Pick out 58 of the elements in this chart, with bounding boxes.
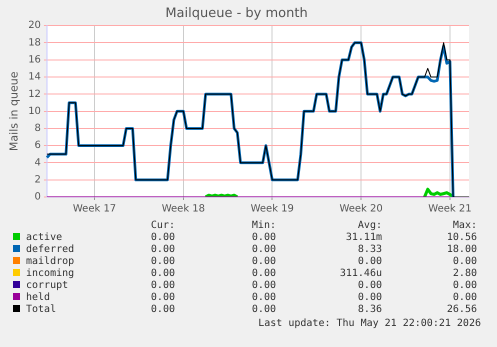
text: Last update: Thu May 21 22:00:21 2026 — [258, 318, 481, 330]
text: 8.36 — [356, 304, 382, 316]
x-tick-label: Week 21 — [428, 204, 472, 215]
text: 0.00 — [356, 256, 382, 268]
text: 18.00 — [446, 244, 477, 256]
text: 0.00 — [250, 256, 276, 268]
text: 8.33 — [356, 244, 382, 256]
legend-label: corrupt — [26, 280, 68, 291]
text: 10.56 — [446, 232, 477, 244]
text: 0.00 — [452, 292, 477, 304]
legend-label: Total — [26, 304, 56, 315]
text: 0.00 — [356, 292, 382, 304]
y-tick-label: 6 — [34, 140, 41, 152]
text: 0.00 — [356, 280, 382, 292]
text: 0.00 — [150, 256, 175, 268]
text: 0.00 — [250, 232, 276, 244]
text: 0.00 — [250, 292, 276, 304]
text: Max: — [452, 220, 477, 232]
x-tick-label: Week 17 — [72, 204, 116, 215]
legend-label: incoming — [26, 268, 74, 279]
legend-label: active — [26, 232, 62, 243]
y-tick-label: 12 — [28, 88, 41, 100]
x-tick-label: Week 20 — [339, 204, 383, 215]
text: 0.00 — [150, 304, 175, 316]
text: Min: — [250, 220, 276, 232]
legend-label: maildrop — [26, 256, 74, 267]
text: 0.00 — [150, 292, 175, 304]
y-tick-label: 10 — [28, 106, 41, 117]
text: 311.46u — [338, 268, 382, 280]
text: 31.11m — [344, 232, 382, 244]
text: 0.00 — [250, 280, 276, 292]
text: 0.00 — [250, 268, 276, 280]
y-tick-label: 20 — [28, 20, 41, 32]
text: 0.00 — [452, 256, 477, 268]
text: 0.00 — [452, 280, 477, 292]
y-axis-title: Mails in queue — [7, 71, 20, 152]
y-tick-label: 2 — [34, 174, 41, 186]
y-tick-label: 14 — [28, 72, 41, 83]
x-tick-label: Week 19 — [250, 204, 294, 215]
text: 0.00 — [150, 280, 175, 292]
text: Cur: — [150, 220, 175, 232]
y-tick-label: 18 — [28, 37, 41, 48]
chart-title: Mailqueue - by month — [165, 6, 308, 22]
text: 0.00 — [150, 268, 175, 280]
y-tick-label: 16 — [28, 54, 41, 66]
text: 0.00 — [150, 244, 175, 256]
y-tick-label: 0 — [34, 192, 41, 203]
y-tick-label: 4 — [34, 157, 41, 168]
text: 0.00 — [250, 304, 276, 316]
text: 2.80 — [452, 268, 477, 280]
text: 26.56 — [446, 304, 477, 316]
x-tick-label: Week 18 — [162, 204, 206, 215]
y-tick-label: 8 — [34, 123, 41, 134]
text: 0.00 — [150, 232, 175, 244]
legend-label: held — [26, 292, 50, 303]
text: Avg: — [356, 220, 382, 232]
legend-label: deferred — [26, 244, 74, 255]
text: 0.00 — [250, 244, 276, 256]
